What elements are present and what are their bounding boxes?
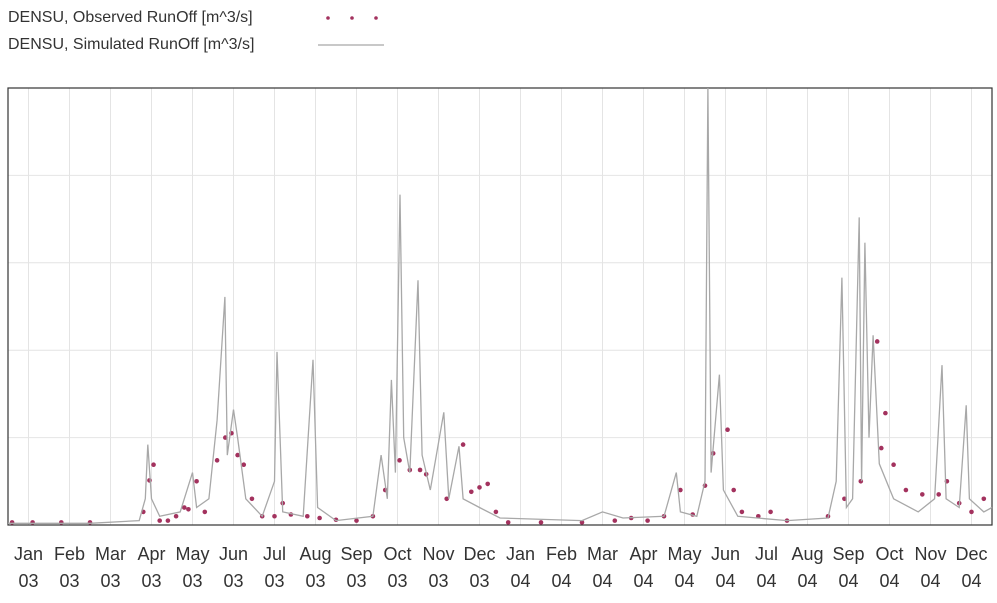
observed-point [151,462,156,467]
x-tick-label: Jan 04 [505,544,536,591]
x-tick-label: Aug 04 [791,544,824,591]
observed-point [194,479,199,484]
observed-point [538,520,544,525]
observed-point [768,509,773,515]
x-tick-label: Jul 04 [754,544,778,591]
observed-point [842,496,847,502]
observed-point [30,520,35,525]
observed-point [579,520,585,525]
observed-point [317,515,322,521]
x-tick-label: Jun 04 [710,544,741,591]
observed-point [493,509,499,515]
x-tick-label: Mar 03 [95,544,126,591]
x-tick-label: Jul 03 [262,544,286,591]
observed-point [903,487,909,493]
observed-point [87,520,93,525]
observed-point [477,485,482,490]
observed-point [891,462,896,467]
simulated-line [8,87,993,524]
x-tick-label: Apr 04 [629,544,658,591]
observed-point [612,518,618,523]
x-tick-label: Sep 04 [832,544,865,591]
observed-point [305,513,310,519]
observed-point [182,505,187,510]
observed-point [460,442,466,447]
observed-point [186,506,191,512]
x-tick-label: Oct 04 [875,544,904,591]
observed-point [485,481,491,487]
x-tick-label: Feb 03 [53,544,86,591]
observed-point [936,492,941,497]
x-tick-label: Aug 03 [299,544,332,591]
observed-point [59,520,64,525]
observed-point [858,479,864,484]
observed-point [202,509,208,515]
observed-point [969,509,974,515]
observed-point [505,520,511,525]
plot-frame [7,87,993,526]
observed-point [417,467,423,473]
observed-point [874,339,880,344]
observed-point [678,487,683,493]
observed-point [235,452,240,458]
observed-point [739,509,745,515]
x-tick-label: Dec 04 [955,544,988,591]
observed-point [165,518,171,523]
x-tick-label: Sep 03 [340,544,373,591]
observed-point [981,496,987,502]
observed-point [147,478,152,483]
observed-point [883,410,888,416]
x-tick-label: Oct 03 [383,544,412,591]
x-tick-label: Feb 04 [545,544,578,591]
observed-point [354,518,359,523]
legend-marker [350,16,354,20]
x-tick-label: Mar 04 [587,544,618,591]
observed-point [173,513,179,519]
x-tick-label: Apr 03 [137,544,166,591]
legend-marker [374,16,378,20]
x-tick-label: May 04 [667,544,702,591]
observed-point [444,496,450,502]
legend-marker [326,16,330,20]
observed-point [272,513,277,519]
x-tick-label: Nov 04 [914,544,947,591]
observed-point [214,458,220,463]
observed-point [249,496,255,502]
observed-point [879,445,884,451]
x-tick-label: Dec 03 [463,544,496,591]
legend-label: DENSU, Observed RunOff [m^3/s] [8,9,253,26]
x-tick-label: Nov 03 [422,544,455,591]
observed-point [731,487,736,493]
legend-label: DENSU, Simulated RunOff [m^3/s] [8,36,254,53]
observed-point [645,518,650,523]
x-tick-label: May 03 [175,544,210,591]
observed-point [469,489,474,495]
observed-point [157,518,162,523]
observed-point [920,492,925,497]
x-tick-label: Jun 03 [218,544,249,591]
x-tick-label: Jan 03 [13,544,44,591]
observed-point [241,462,247,467]
observed-point [397,458,402,463]
observed-point [725,427,730,433]
observed-point [9,520,15,525]
